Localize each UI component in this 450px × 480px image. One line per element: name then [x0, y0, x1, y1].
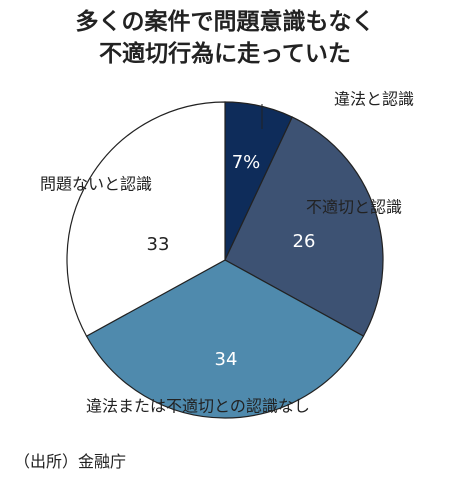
pie-slice-4: [66, 101, 226, 337]
slice-value-label-4: 33: [147, 234, 170, 255]
slice-value-label-1: 7%: [232, 152, 261, 173]
slice-category-label-2: 不適切と認識: [306, 198, 402, 217]
slice-category-label-1: 違法と認識: [334, 90, 414, 109]
chart-title-line-2: 不適切行為に走っていた: [99, 41, 351, 67]
source-note: （出所）金融庁: [14, 452, 127, 471]
slice-value-label-2: 26: [293, 231, 316, 252]
slice-value-label-3: 34: [215, 349, 238, 370]
chart-title: 多くの案件で問題意識もなく 不適切行為に走っていた: [0, 6, 450, 70]
slice-category-label-4: 問題ないと認識: [40, 175, 152, 194]
slice-category-label-3: 違法または不適切との認識なし: [86, 397, 310, 416]
pie-slice-3: [85, 259, 365, 419]
chart-title-line-1: 多くの案件で問題意識もなく: [75, 9, 375, 35]
